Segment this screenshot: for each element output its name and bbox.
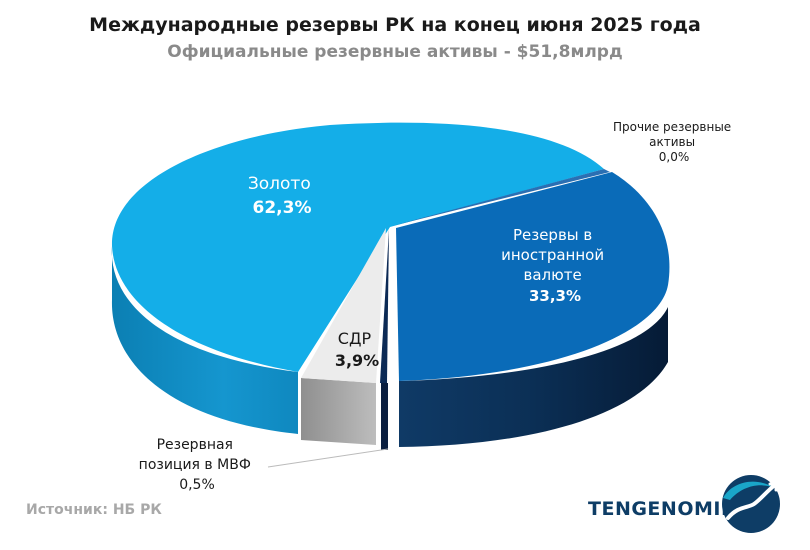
label-other-line1: Прочие резервные: [613, 120, 731, 134]
label-sdr-value: 3,9%: [335, 351, 379, 370]
label-imf-value: 0,5%: [179, 477, 215, 493]
label-gold-value: 62,3%: [253, 198, 312, 218]
label-gold-name: Золото: [248, 174, 311, 194]
source-note: Источник: НБ РК: [26, 502, 162, 518]
label-fx-value: 33,3%: [529, 287, 581, 305]
label-sdr-name: СДР: [338, 329, 372, 348]
label-other-line2: активы: [649, 135, 695, 149]
label-fx-line3: валюте: [524, 266, 582, 284]
slice-imf-wall: [381, 383, 388, 450]
label-imf-line2: позиция в МВФ: [139, 457, 251, 473]
tengenomika-logo: [720, 470, 782, 536]
slice-sdr-wall: [301, 378, 376, 445]
label-other: Прочие резервные активы 0,0%: [613, 120, 735, 164]
label-other-value: 0,0%: [659, 150, 690, 164]
label-imf: Резервная позиция в МВФ 0,5%: [139, 437, 256, 493]
label-fx-line1: Резервы в: [513, 226, 592, 244]
leader-line-imf: [268, 449, 388, 467]
label-fx-line2: иностранной: [501, 246, 604, 264]
label-imf-line1: Резервная: [157, 437, 233, 453]
